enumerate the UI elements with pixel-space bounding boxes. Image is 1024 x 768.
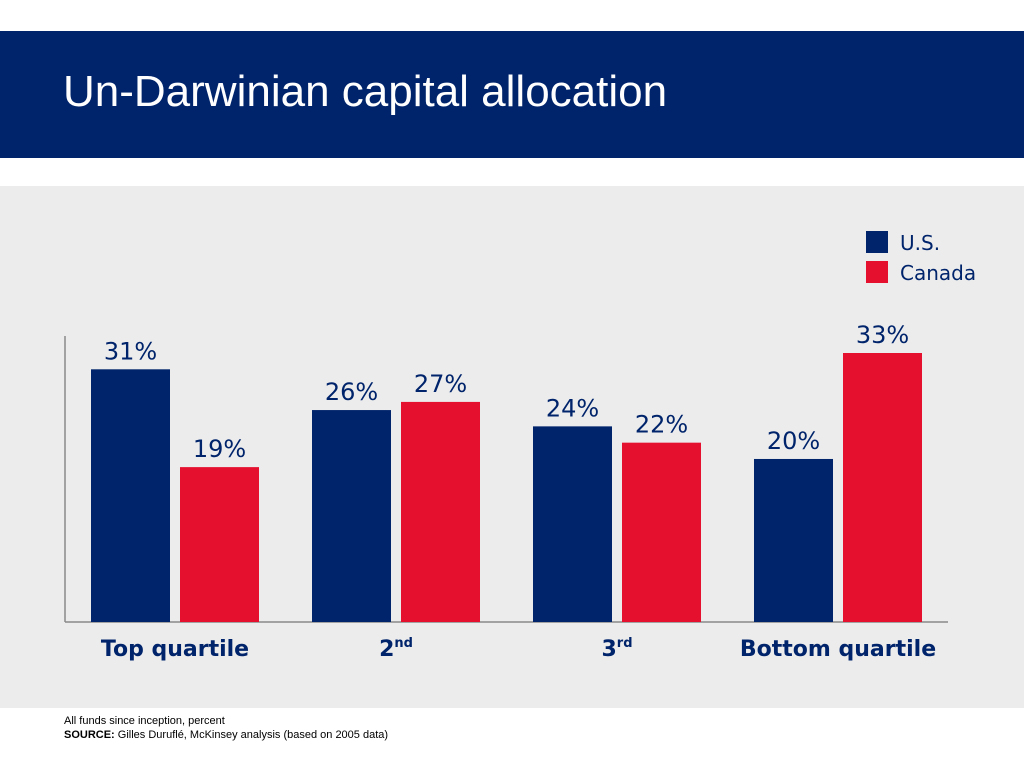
bar-u-s-bottom-quartile (754, 458, 833, 622)
value-label-canada-bottom-quartile: 33% (856, 321, 909, 349)
source-text: Gilles Duruflé, McKinsey analysis (based… (114, 729, 389, 741)
title-bar (0, 31, 1024, 158)
value-label-u-s-3: 24% (546, 394, 599, 422)
footnote: All funds since inception, percent SOURC… (64, 714, 388, 742)
category-label-2-nd: 2nd (379, 636, 413, 662)
source-line: SOURCE: Gilles Duruflé, McKinsey analysi… (64, 728, 388, 742)
value-label-u-s-top-quartile: 31% (104, 337, 157, 365)
value-label-canada-3: 22% (635, 411, 688, 439)
category-label-3-rd: 3rd (601, 636, 632, 662)
source-label: SOURCE: (64, 729, 115, 741)
bar-u-s-2 (312, 410, 391, 622)
legend-swatch-u-s (866, 231, 888, 253)
bar-u-s-top-quartile (91, 369, 170, 622)
slide-title: Un-Darwinian capital allocation (63, 67, 668, 116)
bar-canada-bottom-quartile (843, 353, 922, 622)
bar-canada-3 (622, 442, 701, 622)
value-label-canada-top-quartile: 19% (193, 435, 246, 463)
category-label-bottom-quartile: Bottom quartile (740, 637, 936, 662)
value-label-canada-2: 27% (414, 370, 467, 398)
bar-canada-top-quartile (180, 467, 259, 622)
bar-u-s-3 (533, 426, 612, 622)
value-label-u-s-2: 26% (325, 378, 378, 406)
bar-canada-2 (401, 401, 480, 622)
footnote-line: All funds since inception, percent (64, 715, 225, 727)
value-label-u-s-bottom-quartile: 20% (767, 427, 820, 455)
legend-swatch-canada (866, 261, 888, 283)
legend-label-canada: Canada (900, 261, 976, 285)
legend-label-u-s: U.S. (900, 231, 940, 255)
category-label-top-quartile: Top quartile (101, 637, 249, 662)
